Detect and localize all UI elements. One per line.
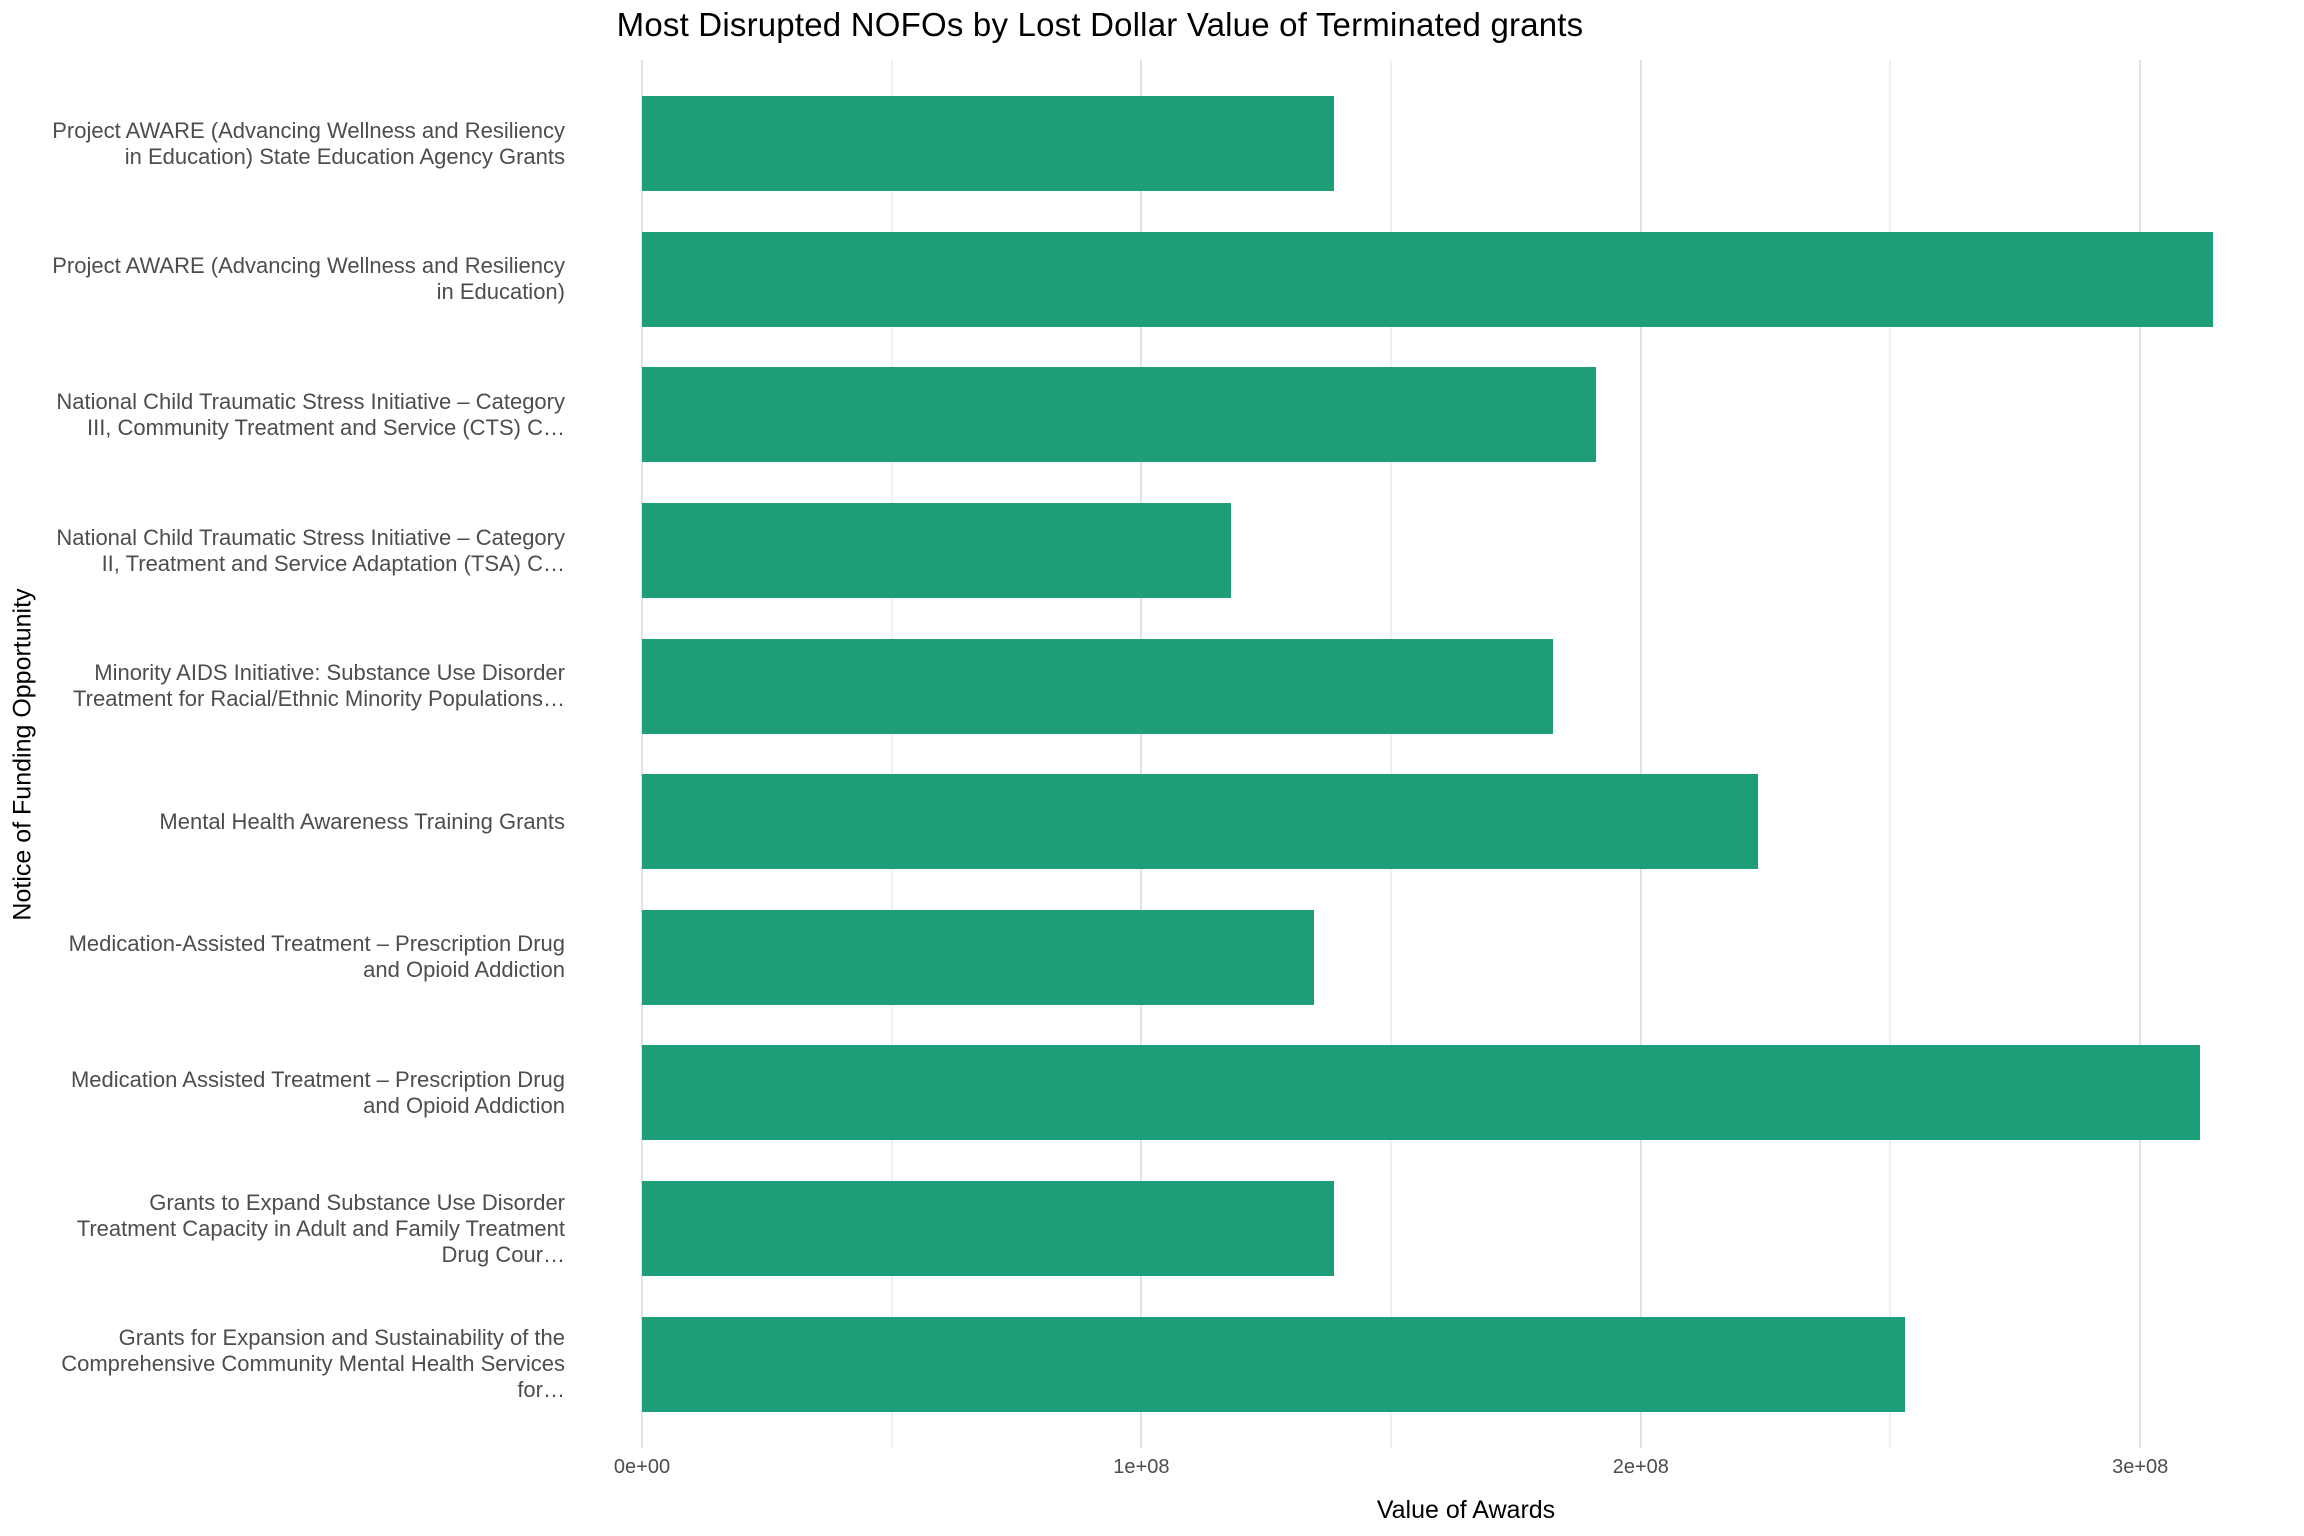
y-axis-title-text: Notice of Funding Opportunity xyxy=(8,587,37,921)
category-label-text: Project AWARE (Advancing Wellness and Re… xyxy=(52,117,565,169)
category-label: Grants for Expansion and Sustainability … xyxy=(50,1296,565,1432)
bar-row xyxy=(642,1296,2290,1432)
bars-layer xyxy=(642,60,2290,1448)
x-tick-label: 3e+08 xyxy=(2112,1456,2169,1478)
bar-row xyxy=(642,754,2290,890)
category-label-text: National Child Traumatic Stress Initiati… xyxy=(56,389,565,440)
bar-row xyxy=(642,1025,2290,1161)
bar xyxy=(642,638,1554,734)
x-axis-title: Value of Awards xyxy=(1376,1496,1556,1524)
bar-row xyxy=(642,1161,2290,1297)
category-label-text: Project AWARE (Advancing Wellness and Re… xyxy=(52,253,565,305)
bar xyxy=(642,1045,2201,1141)
category-label: National Child Traumatic Stress Initiati… xyxy=(50,483,565,619)
gridline-minor xyxy=(1889,60,1892,1448)
gridline-major xyxy=(641,60,643,1448)
bar xyxy=(642,1316,1906,1412)
bar-row xyxy=(642,618,2290,754)
category-label-text: Grants to Expand Substance Use Disorder … xyxy=(76,1189,565,1267)
bar xyxy=(642,1181,1334,1277)
bar xyxy=(642,503,1232,599)
category-label: National Child Traumatic Stress Initiati… xyxy=(50,347,565,483)
category-label: Mental Health Awareness Training Grants xyxy=(50,754,565,890)
plot-panel xyxy=(641,60,2290,1448)
bar xyxy=(642,367,1596,463)
gridline-major xyxy=(1140,60,1143,1448)
category-label: Project AWARE (Advancing Wellness and Re… xyxy=(50,212,565,348)
category-label-text: Medication Assisted Treatment – Prescrip… xyxy=(70,1067,565,1118)
category-labels-column: Project AWARE (Advancing Wellness and Re… xyxy=(50,60,565,1448)
gridline-major xyxy=(2139,60,2142,1448)
bar-row xyxy=(642,76,2290,212)
category-label: Project AWARE (Advancing Wellness and Re… xyxy=(50,76,565,212)
chart-title: Most Disrupted NOFOs by Lost Dollar Valu… xyxy=(616,6,1584,43)
gridline-minor xyxy=(890,60,893,1448)
bar xyxy=(642,774,1759,870)
x-tick-label: 2e+08 xyxy=(1612,1456,1669,1478)
bar-row xyxy=(642,483,2290,619)
category-label: Medication Assisted Treatment – Prescrip… xyxy=(50,1025,565,1161)
category-label-text: Medication-Assisted Treatment – Prescrip… xyxy=(68,931,565,983)
x-axis-tick-labels: 0e+00 1e+08 2e+08 3e+08 xyxy=(614,1456,2290,1486)
category-label: Grants to Expand Substance Use Disorder … xyxy=(50,1161,565,1297)
gridline-major xyxy=(1639,60,1642,1448)
gridline-minor xyxy=(1390,60,1393,1448)
bar-row xyxy=(642,890,2290,1026)
category-label-text: Mental Health Awareness Training Grants xyxy=(159,808,565,834)
category-label-text: Grants for Expansion and Sustainability … xyxy=(61,1325,565,1403)
bar xyxy=(642,96,1334,192)
x-tick-label: 0e+00 xyxy=(613,1456,671,1478)
bar xyxy=(642,231,2213,327)
bar xyxy=(642,909,1314,1005)
category-label-text: National Child Traumatic Stress Initiati… xyxy=(56,524,565,576)
category-label-text: Minority AIDS Initiative: Substance Use … xyxy=(73,660,565,712)
category-label: Medication-Assisted Treatment – Prescrip… xyxy=(50,890,565,1026)
x-tick-label: 1e+08 xyxy=(1113,1456,1170,1478)
category-label: Minority AIDS Initiative: Substance Use … xyxy=(50,618,565,754)
bar-row xyxy=(642,347,2290,483)
bar-row xyxy=(642,212,2290,348)
y-axis-title: Notice of Funding Opportunity xyxy=(0,60,46,1448)
